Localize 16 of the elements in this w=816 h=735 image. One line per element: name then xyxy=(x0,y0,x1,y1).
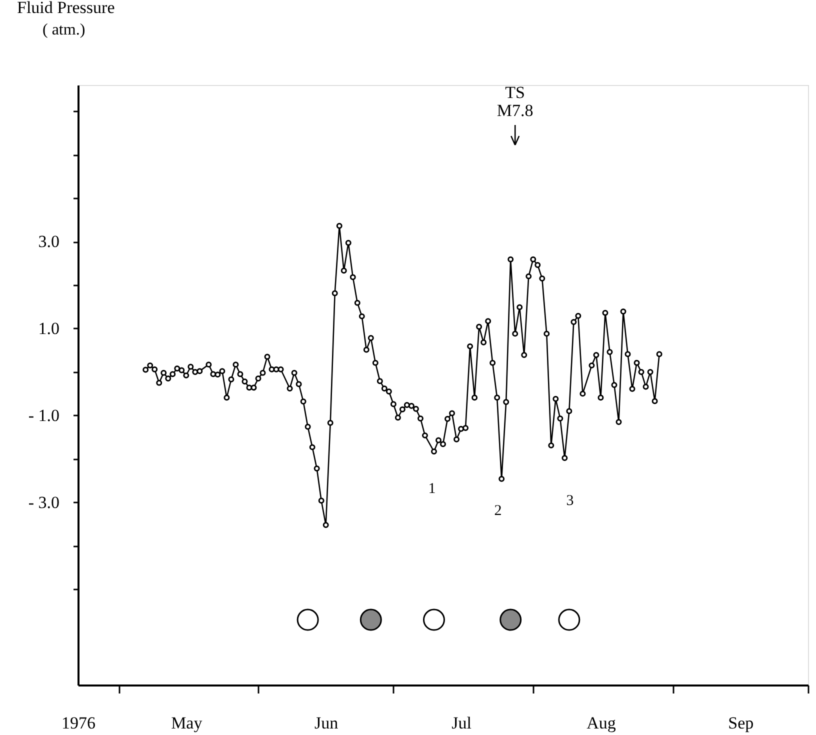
annotation: 2 xyxy=(494,503,502,519)
annotation: 1 xyxy=(428,481,436,497)
x-tick-label: 1976 xyxy=(62,714,96,732)
chart-title: Fluid Pressure xyxy=(17,0,115,17)
annotation: 3 xyxy=(566,493,574,509)
x-tick-label: Sep xyxy=(728,714,754,732)
y-tick-label: 1.0 xyxy=(38,318,60,338)
y-axis-title: ( atm.) xyxy=(42,22,86,38)
y-tick-label: 3.0 xyxy=(38,232,60,252)
x-tick-label: Aug xyxy=(586,714,616,732)
y-tick-label: - 3.0 xyxy=(28,492,60,512)
x-tick-label: Jun xyxy=(314,714,339,732)
x-tick-label: Jul xyxy=(452,714,472,732)
annotation: TS M7.8 xyxy=(496,83,534,120)
x-tick-label: May xyxy=(171,714,203,732)
y-tick-label: - 1.0 xyxy=(28,406,60,425)
